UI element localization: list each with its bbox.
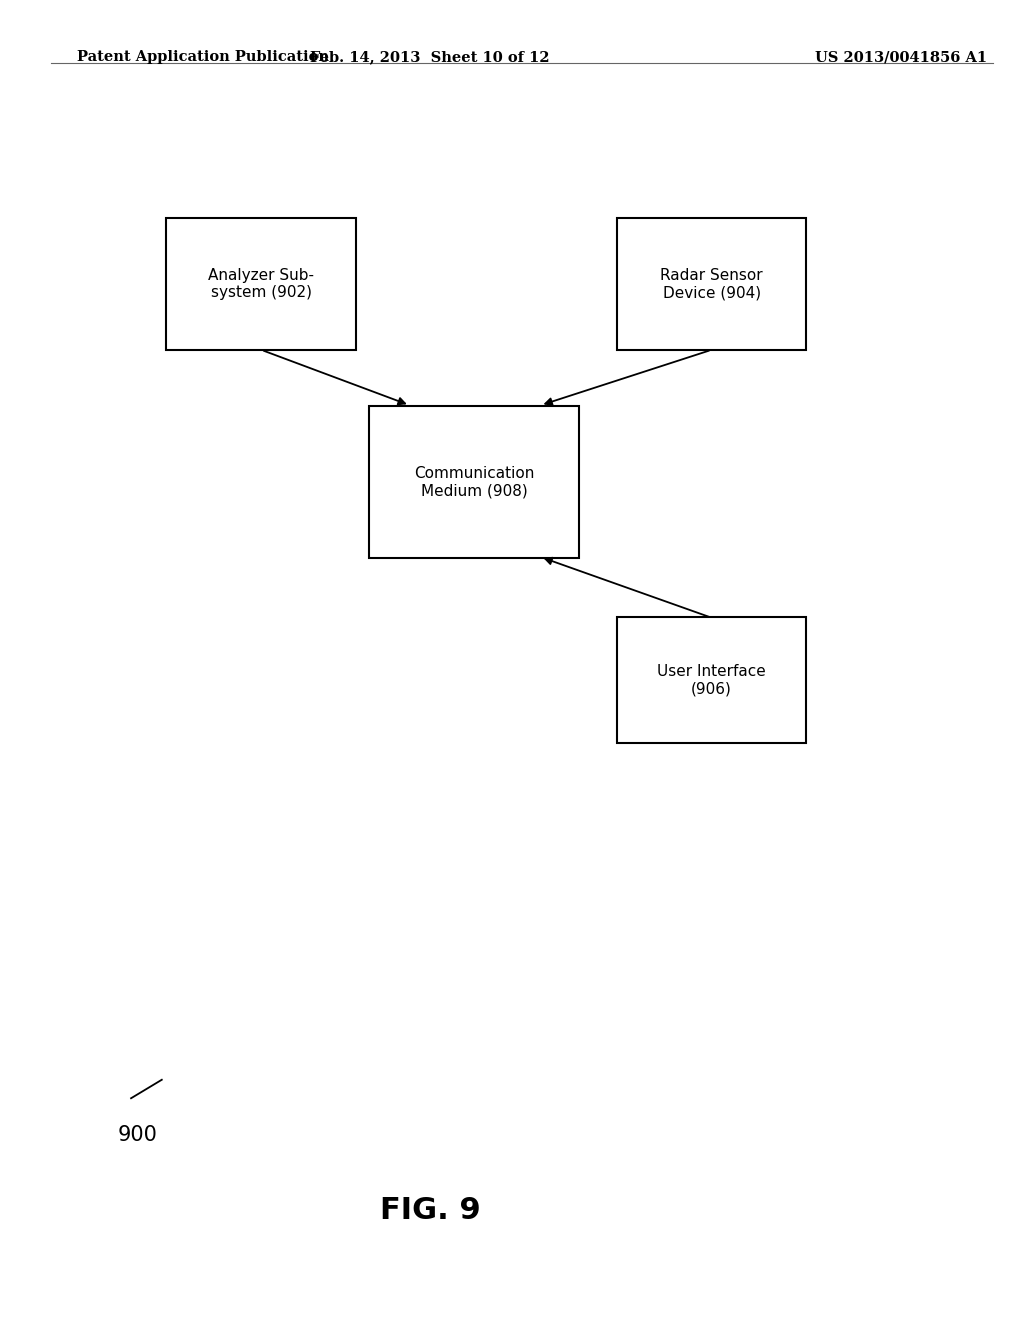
FancyBboxPatch shape: [616, 618, 806, 742]
FancyBboxPatch shape: [166, 218, 356, 350]
FancyBboxPatch shape: [370, 407, 580, 557]
Text: Communication
Medium (908): Communication Medium (908): [414, 466, 535, 498]
Text: US 2013/0041856 A1: US 2013/0041856 A1: [815, 50, 987, 65]
Text: User Interface
(906): User Interface (906): [657, 664, 766, 696]
Text: Feb. 14, 2013  Sheet 10 of 12: Feb. 14, 2013 Sheet 10 of 12: [310, 50, 550, 65]
Text: FIG. 9: FIG. 9: [380, 1196, 480, 1225]
Text: 900: 900: [118, 1125, 158, 1144]
Text: Analyzer Sub-
system (902): Analyzer Sub- system (902): [208, 268, 314, 300]
FancyBboxPatch shape: [616, 218, 806, 350]
Text: Patent Application Publication: Patent Application Publication: [77, 50, 329, 65]
Text: Radar Sensor
Device (904): Radar Sensor Device (904): [660, 268, 763, 300]
